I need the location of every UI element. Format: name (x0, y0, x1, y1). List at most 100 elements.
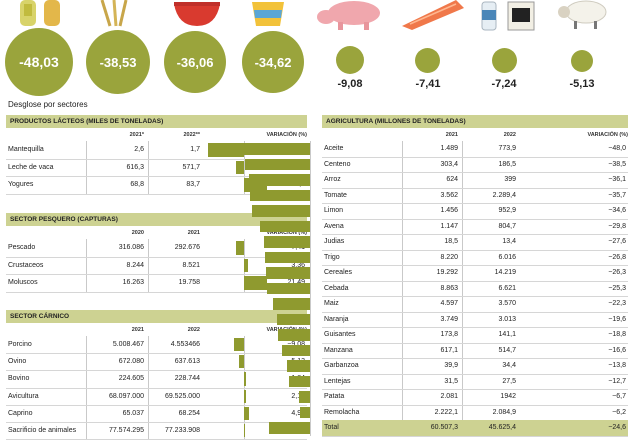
variation-bar (244, 276, 267, 290)
value-second: 4.553466 (170, 341, 200, 348)
value-second: 19.758 (178, 279, 200, 286)
variation-label: −6,7 (612, 393, 626, 400)
row-divider (322, 156, 628, 158)
row-divider (322, 435, 628, 437)
variation-label: −12,7 (608, 377, 626, 385)
row-label: Tomate (324, 191, 347, 199)
column-header: 2021 (445, 132, 458, 138)
table-row: Guisantes 173,8 141,1 −18,8 (322, 327, 628, 343)
page-subtitle: Desglose por sectores (8, 100, 88, 109)
oil-bottles-icon (20, 0, 60, 26)
table-row: Cereales 19.292 14.219 −26,3 (322, 265, 628, 281)
row-divider (6, 291, 307, 293)
row-divider (322, 249, 628, 251)
value-first: 5.008.467 (112, 341, 144, 348)
value-first: 624 (446, 176, 458, 183)
column-header: VARIACIÓN (%) (266, 230, 307, 236)
variation-bar (277, 313, 310, 325)
row-divider (6, 422, 307, 423)
value-first: 4.597 (440, 300, 458, 307)
row-label: Sacrificio de animales (8, 427, 77, 434)
table-row: Patata 2.081 1942 −6,7 (322, 389, 628, 405)
value-first: 18,5 (444, 238, 458, 245)
bowl-icon (174, 2, 220, 26)
table-title: SECTOR CÁRNICO (6, 310, 307, 323)
variation-bar (264, 251, 310, 263)
row-label: Manzana (324, 346, 353, 354)
table-row: Crustaceos 8.244 8.521 3,36 (6, 257, 307, 275)
row-label: Centeno (324, 160, 351, 168)
row-divider (322, 203, 628, 204)
variation-bar (288, 375, 310, 387)
row-label: Avicultura (8, 392, 39, 400)
stat-circle-wheat: -38,53 (86, 30, 150, 94)
variation-label: −36,1 (608, 176, 626, 183)
row-label: Pescado (8, 244, 36, 251)
variation-label: −35,7 (608, 191, 626, 199)
row-label: Limon (324, 207, 344, 214)
value-second: 27,5 (502, 377, 516, 385)
table-row: Lentejas 31,5 27,5 −12,7 (322, 374, 628, 390)
value-second: 8.521 (182, 261, 200, 269)
value-first: 8.863 (440, 284, 458, 292)
value-second: 952,9 (498, 207, 516, 214)
value-second: 83,7 (186, 181, 200, 188)
row-label: Crustaceos (8, 261, 44, 269)
variation-label: −13,8 (608, 362, 626, 369)
stat-dot-salmon (415, 48, 440, 73)
column-header: 2021* (129, 132, 144, 138)
salmon-icon (402, 0, 464, 30)
value-first: 617,1 (440, 346, 458, 354)
sheep-icon (558, 0, 607, 29)
column-divider (148, 239, 149, 292)
value-second: 3.570 (498, 300, 516, 307)
variation-bar (265, 267, 310, 279)
value-first: 3.562 (440, 191, 458, 199)
table-title: PRODUCTOS LÁCTEOS (MILES DE TONELADAS) (6, 115, 307, 128)
stat-value: -36,06 (176, 54, 214, 70)
row-divider (322, 311, 628, 313)
value-first: 2,6 (134, 146, 144, 153)
row-label: Judias (324, 238, 345, 245)
value-second: 2.289,4 (492, 191, 516, 199)
value-first: 16.263 (122, 279, 144, 286)
row-divider (322, 358, 628, 359)
variation-bar (234, 338, 244, 352)
variation-label: −25,3 (608, 284, 626, 292)
row-divider (6, 158, 307, 160)
column-divider (86, 141, 87, 194)
value-second: 399 (504, 176, 516, 183)
value-second: 2.084,9 (492, 408, 516, 416)
variation-bar (244, 372, 246, 386)
row-label: Porcino (8, 341, 32, 348)
row-label: Lentejas (324, 377, 351, 385)
row-label: Avena (324, 222, 344, 230)
column-header: 2022** (183, 132, 200, 138)
value-first: 1.489 (440, 145, 458, 152)
value-first: 224.605 (118, 375, 144, 383)
table-row: Limon 1.456 952,9 −34,6 (322, 203, 628, 219)
value-first: 3.749 (440, 315, 458, 323)
row-label: Remolacha (324, 408, 360, 416)
value-second: 13,4 (502, 238, 516, 245)
table-row: Aceite 1.489 773,9 −48,0 (322, 141, 628, 157)
row-divider (6, 193, 307, 195)
stat-value: -48,03 (19, 54, 59, 70)
table-title: SECTOR PESQUERO (CAPTURAS) (6, 213, 307, 226)
row-label: Maiz (324, 300, 339, 307)
table-row: Manzana 617,1 514,7 −16,6 (322, 343, 628, 359)
table-row: Cebada 8.863 6.621 −25,3 (322, 281, 628, 297)
variation-label: −26,8 (608, 253, 626, 261)
variation-label: −24,6 (608, 424, 626, 431)
table-row: Maiz 4.597 3.570 −22,3 (322, 296, 628, 312)
value-second: 3.013 (498, 315, 516, 323)
row-label: Cereales (324, 269, 353, 276)
variation-bar (298, 391, 310, 403)
value-first: 616,3 (126, 163, 144, 171)
stat-circle-oil: -48,03 (5, 28, 73, 96)
wheat-icon (100, 0, 128, 27)
column-header: 2021 (187, 230, 200, 236)
table-row: Centeno 303,4 186,5 −38,5 (322, 157, 628, 173)
row-divider (6, 387, 307, 389)
